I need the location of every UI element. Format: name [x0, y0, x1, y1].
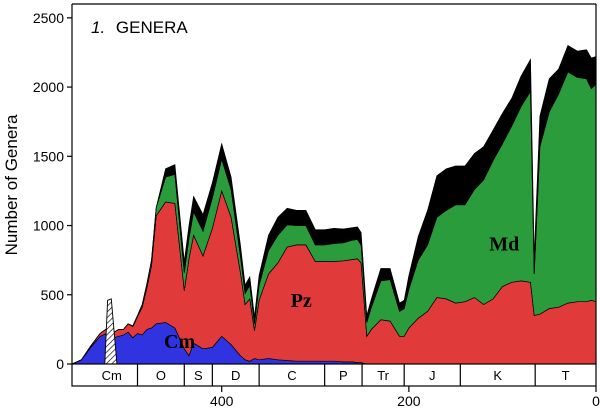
period-strip-box: [71, 363, 597, 387]
y-tick-label: 1000: [33, 218, 64, 234]
x-tick-label: 0: [592, 393, 600, 409]
x-tick-label: 200: [397, 393, 421, 409]
fauna-label-cm: Cm: [164, 331, 195, 353]
y-tick-label: 2000: [33, 79, 64, 95]
period-label-tr: Tr: [377, 368, 389, 383]
fauna-label-pz: Pz: [291, 290, 312, 312]
period-label-p: P: [339, 368, 348, 383]
y-tick-label: 2500: [33, 10, 64, 26]
period-label-cm: Cm: [102, 368, 122, 383]
period-label-o: O: [156, 368, 166, 383]
period-label-k: K: [493, 368, 502, 383]
period-label-j: J: [429, 368, 436, 383]
panel-title-text: GENERA: [116, 18, 188, 37]
y-axis-label: Number of Genera: [2, 114, 21, 255]
geologic-period-strip: Cm O S D C P Tr J K T: [71, 363, 597, 387]
x-axis: 400 200 0: [210, 386, 600, 409]
stacked-areas: [71, 44, 597, 365]
panel-title: 1. GENERA: [91, 18, 188, 37]
y-tick-label: 500: [41, 287, 65, 303]
fauna-labels: Cm Pz Md: [164, 233, 519, 353]
period-label-t: T: [562, 368, 570, 383]
x-tick-label: 400: [210, 393, 234, 409]
panel-number: 1.: [91, 18, 105, 37]
fauna-label-md: Md: [489, 233, 519, 255]
period-label-d: D: [231, 368, 240, 383]
y-tick-label: 1500: [33, 148, 64, 164]
y-tick-label: 0: [56, 356, 64, 372]
y-axis: 0 500 1000 1500 2000 2500: [33, 10, 72, 372]
period-label-c: C: [287, 368, 296, 383]
period-label-s: S: [194, 368, 203, 383]
